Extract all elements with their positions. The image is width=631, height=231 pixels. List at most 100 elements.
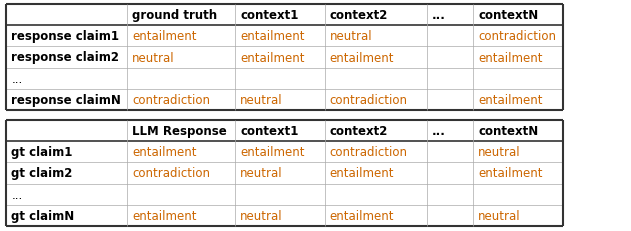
Bar [427,68,473,90]
Bar [473,120,563,141]
Text: context2: context2 [330,124,388,137]
Bar [235,47,325,68]
Text: entailment: entailment [478,94,543,107]
Bar [127,141,235,163]
Text: neutral: neutral [132,51,175,64]
Bar [427,205,473,226]
Bar [473,184,563,205]
Text: neutral: neutral [330,30,372,43]
Bar [473,26,563,47]
Bar [473,141,563,163]
Bar [235,141,325,163]
Text: neutral: neutral [478,146,521,158]
Text: response claim1: response claim1 [11,30,119,43]
Text: context1: context1 [240,124,298,137]
Bar [325,68,427,90]
Bar [235,5,325,26]
Text: entailment: entailment [132,30,196,43]
Bar [325,163,427,184]
Text: entailment: entailment [330,209,394,222]
Bar [127,120,235,141]
Bar [427,163,473,184]
Text: gt claimN: gt claimN [11,209,74,222]
Bar [235,184,325,205]
Bar [427,184,473,205]
Bar [235,120,325,141]
Bar [6,205,127,226]
Text: context1: context1 [240,9,298,22]
Bar [427,120,473,141]
Bar [325,47,427,68]
Bar [325,205,427,226]
Text: entailment: entailment [132,209,196,222]
Text: ...: ... [11,73,23,85]
Text: entailment: entailment [478,51,543,64]
Bar [473,90,563,111]
Text: ground truth: ground truth [132,9,217,22]
Bar [6,90,127,111]
Bar [6,26,127,47]
Text: contradiction: contradiction [132,94,210,107]
Bar [127,68,235,90]
Bar [127,163,235,184]
Text: entailment: entailment [330,167,394,180]
Text: contextN: contextN [478,9,538,22]
Text: response claimN: response claimN [11,94,121,107]
Text: gt claim1: gt claim1 [11,146,73,158]
Text: neutral: neutral [478,209,521,222]
Bar [6,5,127,26]
Bar [6,163,127,184]
Text: neutral: neutral [240,167,283,180]
Bar [427,141,473,163]
Text: ...: ... [432,124,445,137]
Text: context2: context2 [330,9,388,22]
Bar [325,120,427,141]
Bar [235,26,325,47]
Text: response claim2: response claim2 [11,51,119,64]
Bar [6,47,127,68]
Bar [473,205,563,226]
Bar [235,163,325,184]
Text: entailment: entailment [240,146,305,158]
Bar [235,68,325,90]
Bar [325,26,427,47]
Bar [427,5,473,26]
Text: contradiction: contradiction [478,30,557,43]
Text: neutral: neutral [240,94,283,107]
Bar [6,68,127,90]
Bar [127,184,235,205]
Text: contextN: contextN [478,124,538,137]
Text: entailment: entailment [240,51,305,64]
Bar [473,68,563,90]
Bar [473,163,563,184]
Bar [127,5,235,26]
Text: entailment: entailment [132,146,196,158]
Bar [6,120,127,141]
Bar [473,5,563,26]
Bar [427,26,473,47]
Bar [6,184,127,205]
Bar [473,47,563,68]
Bar [325,90,427,111]
Text: contradiction: contradiction [132,167,210,180]
Bar [127,47,235,68]
Text: entailment: entailment [478,167,543,180]
Text: ...: ... [11,188,23,201]
Text: ...: ... [432,9,445,22]
Bar [235,205,325,226]
Bar [325,184,427,205]
Bar [127,205,235,226]
Bar [325,5,427,26]
Bar [6,141,127,163]
Bar [427,90,473,111]
Bar [427,47,473,68]
Text: entailment: entailment [330,51,394,64]
Bar [325,141,427,163]
Text: LLM Response: LLM Response [132,124,227,137]
Text: gt claim2: gt claim2 [11,167,73,180]
Bar [235,90,325,111]
Text: neutral: neutral [240,209,283,222]
Bar [127,26,235,47]
Bar [127,90,235,111]
Text: contradiction: contradiction [330,146,408,158]
